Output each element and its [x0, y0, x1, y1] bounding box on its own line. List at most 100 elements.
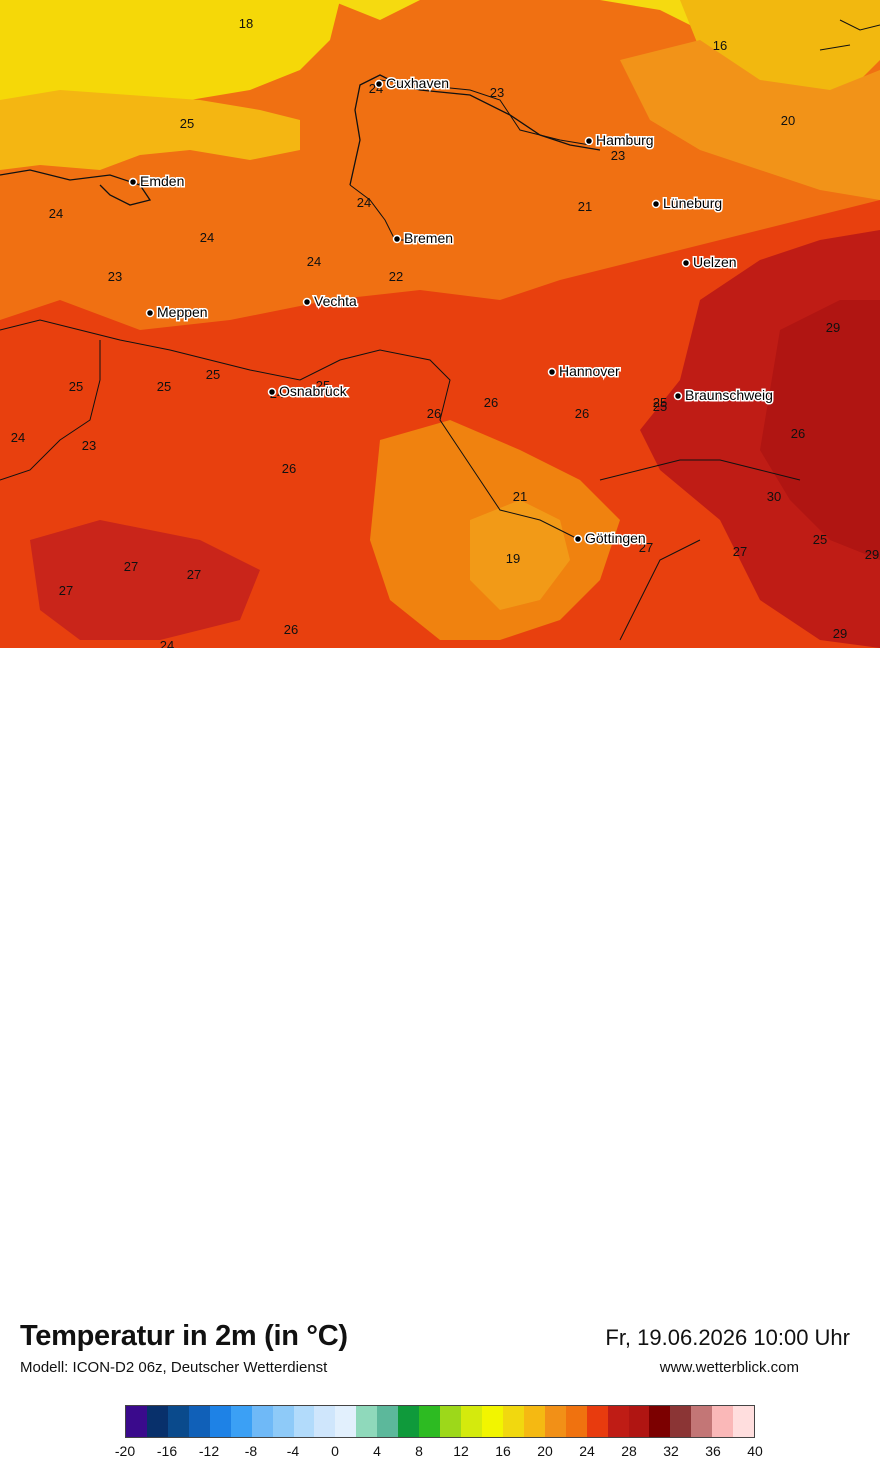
legend-swatch: [230, 1406, 252, 1437]
legend-swatch: [502, 1406, 524, 1437]
temperature-value: 21: [578, 199, 592, 214]
map-title: Temperatur in 2m (in °C): [20, 1320, 348, 1352]
temperature-value: 26: [284, 622, 298, 637]
temperature-value: 25: [180, 116, 194, 131]
legend-swatch: [377, 1406, 399, 1437]
temperature-value: 19: [506, 551, 520, 566]
temperature-value: 16: [713, 38, 727, 53]
legend-tick: -20: [114, 1443, 136, 1459]
temperature-value: 25: [653, 395, 667, 410]
legend-swatch: [691, 1406, 713, 1437]
temperature-value: 24: [200, 230, 214, 245]
legend-swatch: [523, 1406, 545, 1437]
legend-tick: 12: [453, 1443, 469, 1459]
temperature-value: 25: [653, 399, 667, 414]
city-dot: [584, 136, 594, 146]
temperature-value: 24: [357, 195, 371, 210]
legend-ticks: -20 -16 -12 -8 -4 0 4 8 12 16 20 24 28 32 36 40: [115, 1443, 763, 1463]
temperature-value: 25: [206, 367, 220, 382]
legend-swatch: [146, 1406, 168, 1437]
temperature-value: 27: [639, 540, 653, 555]
city-label: Meppen: [157, 304, 208, 320]
temperature-value: 26: [791, 426, 805, 441]
temperature-value: 21: [513, 489, 527, 504]
temperature-value: 29: [826, 320, 840, 335]
river-elbe: [379, 79, 591, 146]
legend-swatch: [356, 1406, 378, 1437]
legend-swatch: [419, 1406, 441, 1437]
city-markers: Cuxhaven Hamburg Emden Lüneburg Bremen Uelzen…: [128, 74, 774, 548]
city-label: Cuxhaven: [386, 75, 449, 91]
temperature-value: 23: [611, 148, 625, 163]
city-emden: Emden: [128, 172, 186, 191]
northeast-mid: [620, 40, 880, 200]
city-dot: [651, 199, 661, 209]
temperature-value: 22: [389, 269, 403, 284]
temperature-value: 18: [239, 16, 253, 31]
city-label: Göttingen: [585, 530, 646, 546]
city-dot: [145, 308, 155, 318]
city-cuxhaven: Cuxhaven: [374, 74, 451, 93]
legend-tick: 0: [331, 1443, 339, 1459]
temperature-value: 24: [160, 638, 174, 648]
website-link[interactable]: www.wetterblick.com: [659, 1359, 799, 1376]
city-dot: [681, 258, 691, 268]
color-legend: [125, 1405, 755, 1438]
city-bremen: Bremen: [392, 229, 455, 248]
city-gttingen: Göttingen: [573, 529, 647, 548]
legend-swatch: [607, 1406, 629, 1437]
city-dot: [673, 391, 683, 401]
city-lneburg: Lüneburg: [651, 194, 724, 213]
legend-swatch: [733, 1406, 755, 1437]
city-dot: [128, 177, 138, 187]
temperature-value: 26: [575, 406, 589, 421]
model-info: Modell: ICON-D2 06z, Deutscher Wetterdie…: [20, 1359, 328, 1376]
legend-swatch: [440, 1406, 461, 1437]
legend-tick: 28: [621, 1443, 637, 1459]
legend-swatch: [126, 1406, 147, 1437]
legend-swatch: [586, 1406, 608, 1437]
city-dot: [392, 234, 402, 244]
city-label: Bremen: [404, 230, 453, 246]
legend-tick: -4: [286, 1443, 300, 1459]
temperature-value: 26: [282, 461, 296, 476]
legend-tick: -16: [156, 1443, 178, 1459]
legend-swatch: [565, 1406, 587, 1437]
border-northeast: [819, 19, 880, 51]
city-osnabrck: Osnabrück: [267, 382, 349, 401]
legend-swatch: [712, 1406, 734, 1437]
city-label: Emden: [140, 173, 184, 189]
temperature-value: 27: [124, 559, 138, 574]
temperature-value: 30: [767, 489, 781, 504]
city-vechta: Vechta: [302, 292, 359, 311]
legend-tick: 40: [747, 1443, 763, 1459]
temperature-map: 18 16 24 23 25 20 23 4 24 24 21 24 24 22 23 29 25 25 25 25 2…: [0, 0, 880, 648]
temperature-value: 24: [11, 430, 25, 445]
border-west: [0, 340, 101, 481]
hot-zone-southwest: [30, 520, 260, 640]
legend-tick: 36: [705, 1443, 721, 1459]
city-dot: [547, 367, 557, 377]
temperature-value: 29: [833, 626, 847, 641]
legend-swatch: [167, 1406, 189, 1437]
temperature-value: 23: [108, 269, 122, 284]
temperature-value: 26: [427, 406, 441, 421]
legend-swatch: [481, 1406, 503, 1437]
temperature-value: 27: [733, 544, 747, 559]
map-footer: Temperatur in 2m (in °C) Modell: ICON-D2…: [0, 648, 880, 1459]
city-dot: [573, 534, 583, 544]
city-dot: [267, 387, 277, 397]
city-label: Lüneburg: [663, 195, 722, 211]
legend-swatch: [314, 1406, 336, 1437]
legend-swatch: [461, 1406, 482, 1437]
legend-tick: -12: [198, 1443, 220, 1459]
legend-swatch: [335, 1406, 357, 1437]
city-label: Hamburg: [596, 132, 654, 148]
state-border: [0, 319, 801, 641]
temperature-value: 26: [484, 395, 498, 410]
cooler-south-core: [470, 500, 570, 610]
legend-swatch: [670, 1406, 692, 1437]
city-dot: [374, 79, 384, 89]
city-dot: [302, 297, 312, 307]
